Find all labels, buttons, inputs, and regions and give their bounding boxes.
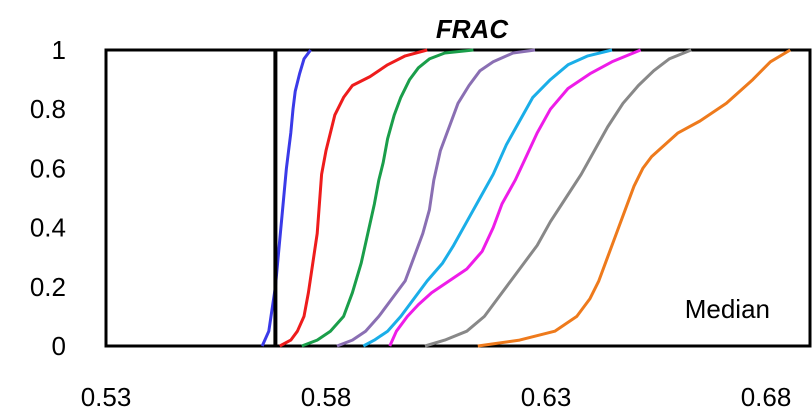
x-tick-label: 0.63 [521, 382, 572, 412]
series-line-8 [477, 48, 791, 348]
y-tick-label: 0.4 [30, 213, 66, 243]
x-tick-label: 0.53 [81, 382, 132, 412]
series-line-3 [301, 48, 474, 348]
series-line-1 [260, 49, 312, 347]
y-tick-label: 0 [52, 331, 66, 361]
x-axis-ticks: 0.53 0.58 0.63 0.68 [81, 382, 792, 412]
series-line-5 [362, 48, 613, 348]
series-line-4 [336, 48, 536, 348]
plot-area [104, 48, 812, 348]
x-tick-label: 0.58 [301, 382, 352, 412]
y-tick-label: 1 [52, 35, 66, 65]
series-line-7 [424, 48, 692, 348]
y-tick-label: 0.6 [30, 153, 66, 183]
y-tick-label: 0.2 [30, 272, 66, 302]
series-line-6 [388, 48, 642, 347]
chart-title: FRAC [436, 14, 509, 44]
y-tick-label: 0.8 [30, 94, 66, 124]
series-line-2 [279, 48, 428, 348]
x-tick-label: 0.68 [741, 382, 792, 412]
median-label: Median [685, 294, 770, 324]
series-layer [260, 48, 791, 348]
y-axis-ticks: 0 0.2 0.4 0.6 0.8 1 [30, 35, 66, 361]
